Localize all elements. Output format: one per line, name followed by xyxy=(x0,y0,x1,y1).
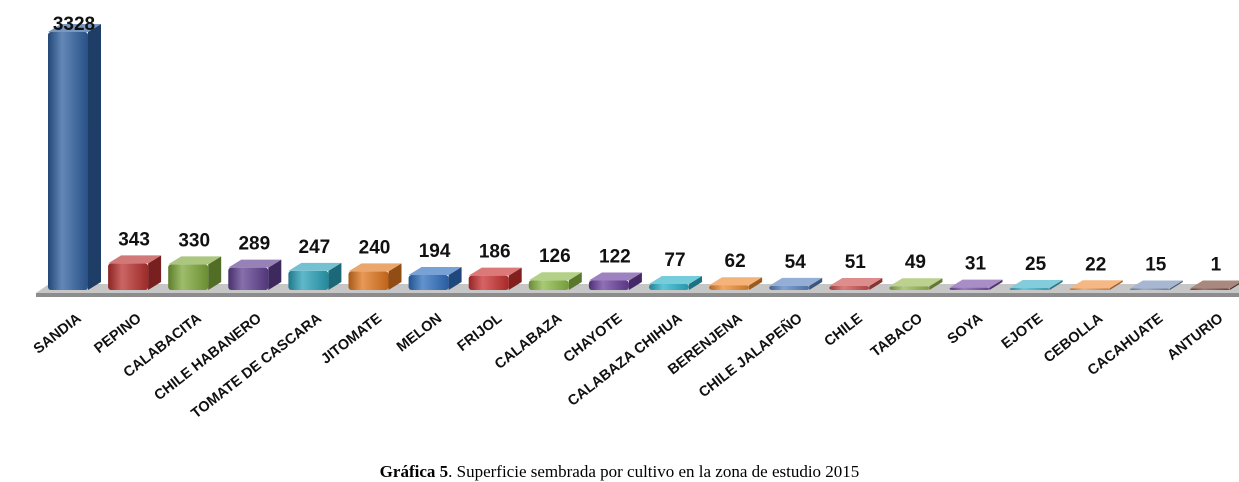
data-label: 247 xyxy=(299,237,331,258)
bar-jitomate xyxy=(348,263,402,290)
category-label: SANDIA xyxy=(31,310,85,357)
bar-chile xyxy=(829,278,883,290)
data-label: 22 xyxy=(1085,254,1106,275)
data-label: 1 xyxy=(1211,255,1222,276)
bar-ejote xyxy=(1009,280,1063,290)
bar-chile-jalapeño xyxy=(769,277,823,290)
data-label: 122 xyxy=(599,247,631,268)
category-label: CHILE HABANERO xyxy=(151,311,264,404)
category-label: PEPINO xyxy=(92,311,145,357)
bar-berenjena xyxy=(709,277,763,290)
caption-text: . Superficie sembrada por cultivo en la … xyxy=(448,462,860,481)
bar-anturio xyxy=(1189,280,1239,290)
bar-frijol xyxy=(468,267,522,290)
data-label: 15 xyxy=(1145,255,1167,276)
bar-cacahuate xyxy=(1129,280,1183,290)
bar-soya xyxy=(949,279,1003,290)
data-label: 186 xyxy=(479,242,511,263)
data-label: 126 xyxy=(539,246,571,267)
data-label: 3328 xyxy=(53,14,95,35)
category-label: CHILE JALAPEÑO xyxy=(695,309,806,401)
caption-prefix: Gráfica 5 xyxy=(379,462,449,481)
category-label: SOYA xyxy=(945,310,987,347)
category-label: ANTURIO xyxy=(1164,311,1226,364)
category-label: CALABAZA xyxy=(492,310,566,373)
data-label: 51 xyxy=(845,252,867,273)
floor-edge xyxy=(36,293,1239,297)
category-label: JITOMATE xyxy=(318,310,385,367)
bar-cebolla xyxy=(1069,280,1123,290)
data-label: 194 xyxy=(419,241,451,262)
data-label: 62 xyxy=(725,251,746,272)
data-label: 343 xyxy=(118,229,150,250)
category-label: MELON xyxy=(394,311,445,356)
category-label: CHILE xyxy=(822,310,866,350)
bar-tomate-de-cascara xyxy=(288,262,342,290)
category-label: EJOTE xyxy=(999,310,1047,352)
data-label: 49 xyxy=(905,252,926,273)
bar-calabaza xyxy=(528,272,582,290)
floor-top xyxy=(36,284,1239,293)
data-label: 289 xyxy=(238,234,270,255)
data-label: 31 xyxy=(965,254,987,275)
bars-group xyxy=(48,24,1239,290)
bar-chile-habanero xyxy=(228,259,282,290)
category-label: FRIJOL xyxy=(455,310,506,354)
bar-sandia xyxy=(48,24,101,290)
figure-caption: Gráfica 5. Superficie sembrada por culti… xyxy=(0,462,1239,482)
bar-melon xyxy=(408,266,462,290)
category-label: CALABAZA CHIHUA xyxy=(565,310,686,409)
bar-chayote xyxy=(588,272,642,290)
data-label: 240 xyxy=(359,237,391,258)
data-label: 25 xyxy=(1025,254,1047,275)
data-label: 54 xyxy=(785,252,807,273)
category-label: TABACO xyxy=(868,311,926,361)
data-label: 330 xyxy=(178,230,210,251)
bar-calabacita xyxy=(168,256,222,290)
bar-tabaco xyxy=(889,278,943,290)
chart-floor xyxy=(36,284,1239,297)
bar-pepino xyxy=(108,255,162,290)
data-label: 77 xyxy=(664,250,685,271)
bar-calabaza-chihua xyxy=(649,276,702,290)
